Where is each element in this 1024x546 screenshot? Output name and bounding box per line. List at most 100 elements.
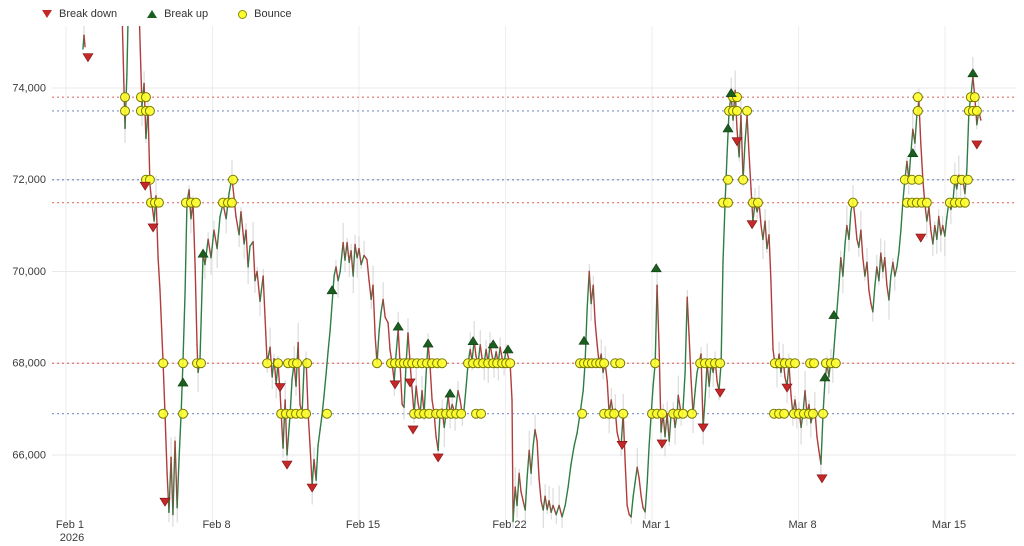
bounce-marker [120, 105, 131, 116]
x-tick-label: Feb 8 [202, 519, 230, 531]
bounce-marker [228, 174, 239, 185]
price-segment [928, 206, 932, 231]
price-segment [632, 481, 636, 497]
bounce-marker [912, 105, 923, 116]
x-tick-label: Mar 15 [932, 519, 966, 531]
price-segment [555, 504, 560, 516]
price-segment [624, 463, 628, 507]
price-segment [854, 215, 858, 241]
price-segment [423, 371, 427, 415]
chart-legend: Break down Break up Bounce [42, 8, 291, 20]
bounce-marker [177, 358, 188, 369]
price-segment [378, 312, 382, 332]
price-segment [644, 481, 648, 513]
price-segment [552, 504, 557, 516]
price-segment [387, 322, 391, 351]
price-segment [702, 399, 706, 429]
bounce-marker [912, 92, 923, 103]
price-segment [159, 289, 164, 364]
price-segment [83, 34, 86, 48]
price-segment [862, 257, 866, 277]
bounce-marker [292, 358, 303, 369]
price-segment [646, 445, 650, 484]
break-down-marker [781, 383, 793, 393]
price-segment [884, 257, 888, 286]
break-up-marker [197, 248, 209, 258]
legend-item-break-down[interactable]: Break down [42, 8, 117, 20]
price-segment [264, 316, 268, 364]
price-segment [764, 220, 768, 250]
price-segment [561, 504, 566, 518]
price-segment [668, 412, 672, 442]
break-up-marker [722, 123, 734, 133]
price-segment [536, 440, 540, 479]
price-segment [180, 360, 184, 415]
price-segment [207, 238, 212, 259]
bounce-marker [913, 174, 924, 185]
price-segment [938, 215, 942, 236]
bounce-marker [321, 408, 332, 419]
y-tick-label: 74,000 [12, 83, 46, 95]
price-segment [690, 380, 694, 415]
break-down-marker [274, 383, 286, 393]
price-segment [630, 495, 634, 518]
price-segment [147, 107, 151, 186]
price-segment [354, 243, 358, 259]
price-segment [944, 215, 948, 237]
break-down-marker [432, 453, 444, 463]
legend-item-break-up[interactable]: Break up [147, 8, 208, 20]
price-segment [892, 261, 896, 277]
price-segment [584, 307, 588, 364]
price-segment [437, 412, 441, 452]
price-segment [788, 362, 792, 397]
break-down-marker [616, 441, 628, 450]
price-segment [164, 412, 168, 475]
bounce-marker [779, 408, 790, 419]
price-segment [720, 261, 724, 364]
price-segment [337, 270, 341, 282]
price-segment [530, 445, 534, 475]
price-segment [966, 110, 970, 172]
price-segment [309, 445, 313, 486]
price-segment [325, 351, 329, 375]
price-segment [592, 284, 596, 323]
bounce-marker [456, 408, 467, 419]
bounce-marker [959, 197, 970, 208]
bounce-marker [153, 197, 164, 208]
break-down-marker [82, 53, 94, 63]
price-segment [518, 472, 522, 493]
price-segment [352, 243, 356, 277]
legend-label-break-down: Break down [59, 8, 118, 20]
price-segment [213, 229, 218, 250]
price-segment [176, 458, 180, 509]
break-down-marker [915, 233, 927, 243]
y-tick-label: 72,000 [12, 174, 46, 186]
price-segment [235, 215, 240, 236]
price-segment [397, 328, 401, 364]
price-segment [512, 486, 516, 523]
price-segment [516, 472, 520, 507]
price-segment [682, 371, 686, 410]
legend-label-bounce: Bounce [254, 8, 292, 20]
price-segment [182, 290, 186, 362]
price-segment [742, 142, 746, 181]
price-segment [770, 279, 774, 351]
price-segment [245, 229, 249, 268]
price-segment [403, 362, 407, 408]
price-segment [346, 241, 350, 264]
x-tick-label: Feb 15 [346, 519, 380, 531]
bounce-marker [273, 358, 284, 369]
price-segment [910, 128, 914, 153]
price-segment [358, 247, 362, 266]
price-segment [874, 266, 878, 286]
break-up-marker [444, 388, 456, 398]
price-segment [844, 224, 848, 245]
bounce-icon [238, 9, 248, 19]
price-segment [866, 261, 870, 291]
price-segment [199, 252, 204, 362]
break-up-marker [819, 372, 831, 382]
bounce-marker [830, 358, 841, 369]
price-segment [822, 380, 826, 415]
bounce-marker [650, 358, 661, 369]
legend-item-bounce[interactable]: Bounce [238, 8, 291, 20]
